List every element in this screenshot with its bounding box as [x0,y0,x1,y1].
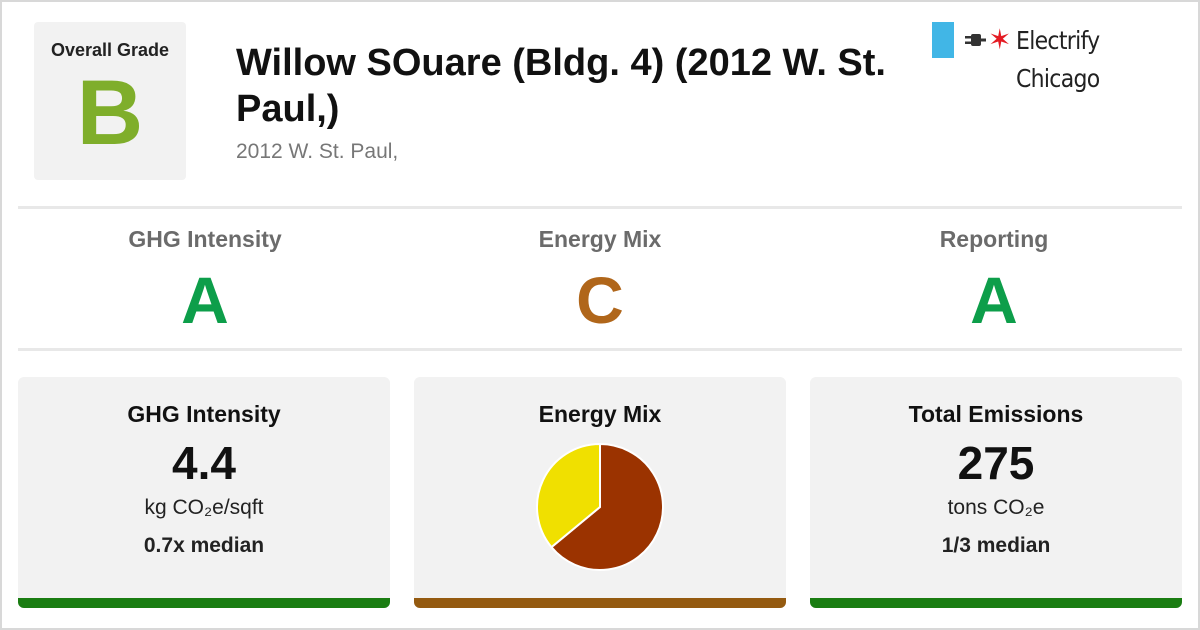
subgrade-ghg: GHG Intensity A [15,226,395,333]
card-status-bar [18,598,390,608]
subgrade-letter: C [576,263,624,337]
ghg-intensity-card: GHG Intensity 4.4 kg CO₂e/sqft 0.7x medi… [18,377,390,608]
divider-top [18,206,1182,209]
logo-name: Electrify Chicago [1016,26,1100,93]
building-address: 2012 W. St. Paul, [236,140,399,163]
subgrade-letter: A [181,263,229,337]
total-emissions-value: 275 [957,437,1035,489]
chicago-star-icon: ✶ [988,24,1012,55]
card-title: Energy Mix [538,401,662,427]
subgrade-energy-mix: Energy Mix C [410,226,790,333]
building-title: Willow SOuare (Bldg. 4) (2012 W. St. Pau… [236,42,886,130]
ghg-intensity-unit: kg CO₂e/sqft [144,496,264,519]
total-emissions-median: 1/3 median [941,534,1051,557]
overall-grade-letter: B [76,62,144,164]
card-status-bar [414,598,786,608]
subgrade-label: Energy Mix [538,226,662,252]
subgrade-label: GHG Intensity [128,226,282,252]
subgrade-label: Reporting [939,226,1049,252]
overall-grade-box: Overall Grade B [34,22,186,180]
energy-mix-pie-chart [536,442,664,571]
ghg-intensity-value: 4.4 [172,437,236,489]
electrify-chicago-logo[interactable]: ✶ Electrify Chicago [932,22,1178,93]
subgrade-reporting: Reporting A [804,226,1184,333]
pie-slice-0 [550,442,664,571]
pie-slice-1 [536,442,601,549]
total-emissions-unit: tons CO₂e [947,496,1045,519]
overall-grade-label: Overall Grade [50,40,170,60]
ghg-intensity-median: 0.7x median [143,534,265,557]
total-emissions-card: Total Emissions 275 tons CO₂e 1/3 median [810,377,1182,608]
chicago-flag-icon [932,22,954,58]
plug-icon [965,34,986,46]
divider-middle [18,348,1182,351]
card-status-bar [810,598,1182,608]
card-title: Total Emissions [908,401,1084,427]
energy-mix-card: Energy Mix [414,377,786,608]
subgrade-letter: A [970,263,1018,337]
card-title: GHG Intensity [127,401,281,427]
